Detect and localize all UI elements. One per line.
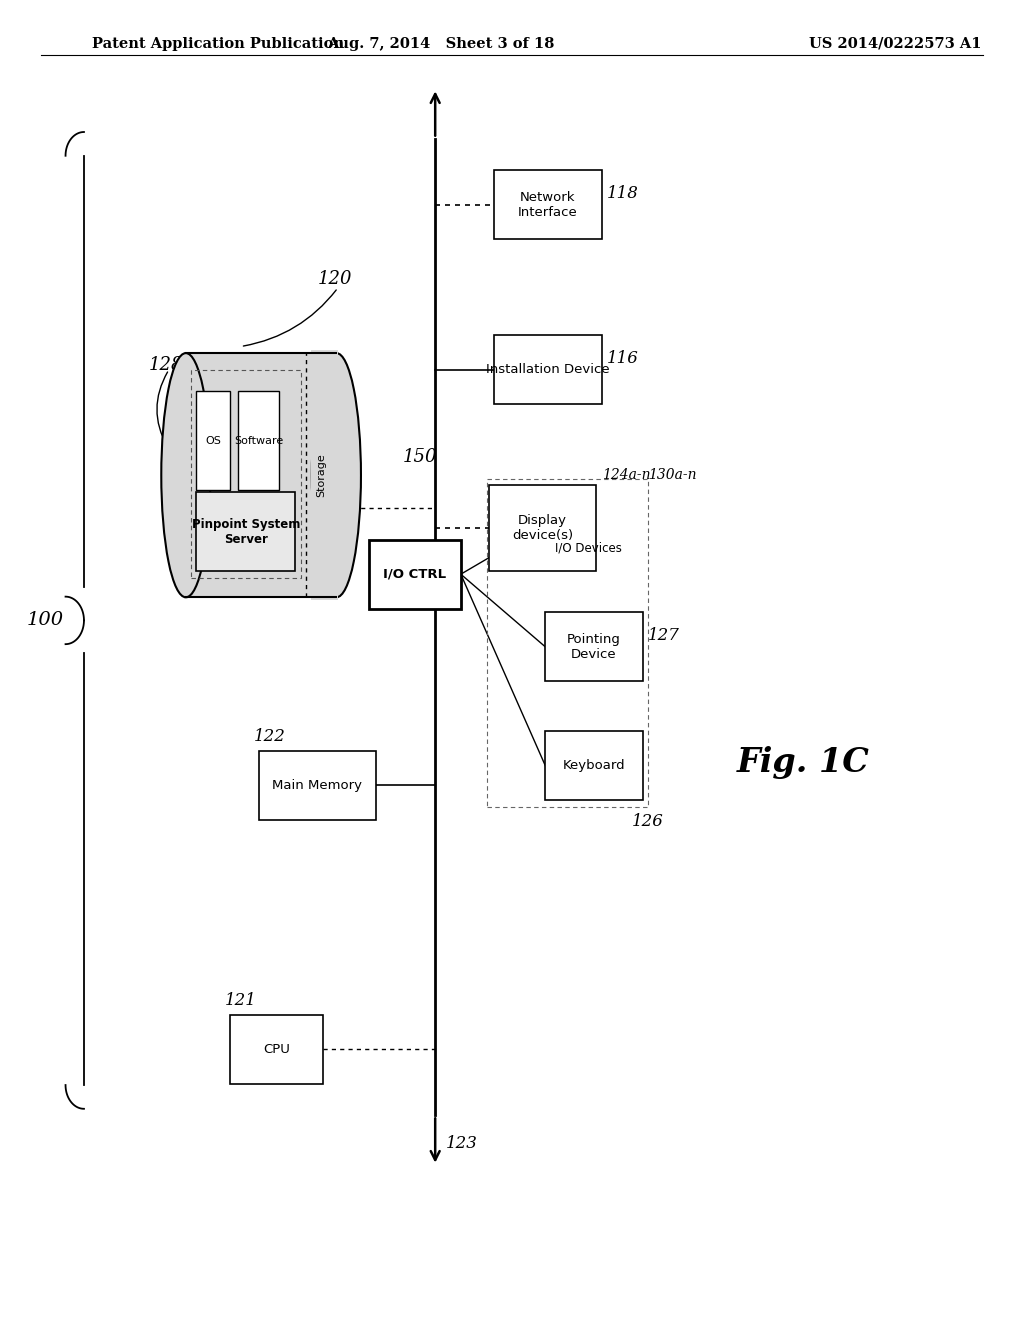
FancyBboxPatch shape bbox=[489, 484, 596, 570]
Text: Main Memory: Main Memory bbox=[272, 779, 362, 792]
Text: 150: 150 bbox=[402, 447, 437, 466]
Text: Aug. 7, 2014   Sheet 3 of 18: Aug. 7, 2014 Sheet 3 of 18 bbox=[327, 37, 554, 51]
Text: 116: 116 bbox=[606, 350, 639, 367]
Text: 121: 121 bbox=[225, 991, 257, 1008]
FancyBboxPatch shape bbox=[495, 170, 602, 239]
Text: Pointing
Device: Pointing Device bbox=[567, 632, 621, 661]
Text: 123: 123 bbox=[445, 1135, 477, 1152]
Ellipse shape bbox=[162, 352, 211, 597]
Text: Patent Application Publication: Patent Application Publication bbox=[92, 37, 344, 51]
Text: OS: OS bbox=[205, 436, 221, 446]
Text: Fig. 1C: Fig. 1C bbox=[737, 746, 870, 779]
FancyBboxPatch shape bbox=[311, 351, 338, 599]
Text: Storage: Storage bbox=[316, 453, 326, 498]
Text: I/O Devices: I/O Devices bbox=[555, 541, 623, 554]
Text: 130a-n: 130a-n bbox=[647, 467, 696, 482]
Text: 124a-n: 124a-n bbox=[602, 467, 650, 482]
Text: 120: 120 bbox=[317, 269, 352, 288]
Text: Software: Software bbox=[233, 436, 284, 446]
Text: 127: 127 bbox=[647, 627, 680, 644]
Text: 122: 122 bbox=[254, 727, 286, 744]
Text: Display
device(s): Display device(s) bbox=[512, 513, 573, 543]
FancyBboxPatch shape bbox=[186, 354, 336, 597]
Text: Installation Device: Installation Device bbox=[486, 363, 609, 376]
Text: 100: 100 bbox=[27, 611, 63, 630]
FancyBboxPatch shape bbox=[230, 1015, 323, 1084]
FancyBboxPatch shape bbox=[369, 540, 461, 609]
FancyBboxPatch shape bbox=[238, 391, 279, 491]
FancyBboxPatch shape bbox=[197, 391, 229, 491]
Text: US 2014/0222573 A1: US 2014/0222573 A1 bbox=[809, 37, 981, 51]
Text: 126: 126 bbox=[632, 813, 665, 830]
Text: Network
Interface: Network Interface bbox=[518, 190, 578, 219]
Text: 128: 128 bbox=[148, 355, 183, 374]
Text: Keyboard: Keyboard bbox=[562, 759, 626, 772]
Text: I/O CTRL: I/O CTRL bbox=[383, 568, 446, 581]
Text: Pinpoint System
Server: Pinpoint System Server bbox=[191, 517, 300, 545]
Text: 118: 118 bbox=[606, 185, 639, 202]
FancyBboxPatch shape bbox=[197, 492, 295, 570]
Text: CPU: CPU bbox=[263, 1043, 290, 1056]
FancyBboxPatch shape bbox=[495, 335, 602, 404]
Ellipse shape bbox=[311, 352, 361, 597]
FancyBboxPatch shape bbox=[545, 731, 643, 800]
FancyBboxPatch shape bbox=[545, 612, 643, 681]
FancyBboxPatch shape bbox=[258, 751, 377, 820]
